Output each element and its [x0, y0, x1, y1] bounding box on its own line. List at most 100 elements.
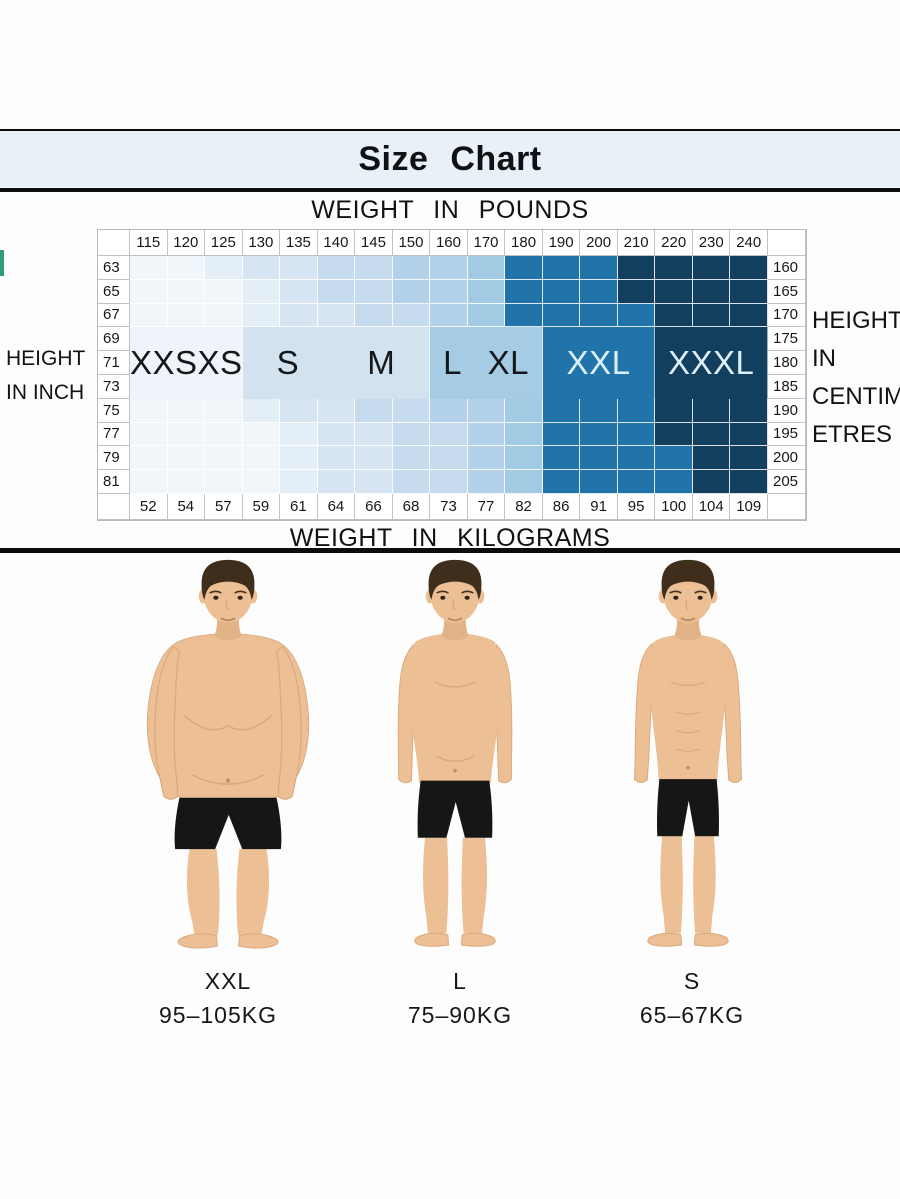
- grid-cell: [317, 422, 356, 447]
- inch-tick: 63: [98, 256, 130, 280]
- grid-cell: [392, 398, 431, 423]
- grid-cell: [467, 303, 506, 328]
- grid-cell: [542, 279, 581, 304]
- height-in-inch-label: HEIGHT IN INCH: [6, 342, 98, 410]
- inch-tick: 65: [98, 279, 130, 304]
- grid-corner-cell: [98, 230, 130, 256]
- kg-tick: 82: [505, 493, 543, 520]
- inch-tick: 81: [98, 470, 130, 494]
- height-in-inch-line1: HEIGHT: [6, 347, 86, 370]
- grid-cell: [505, 470, 543, 494]
- size-chart-grid: 115 120 125 130 135 140 145 150 160 170 180 190 200 2…: [97, 229, 807, 521]
- grid-cell: [392, 422, 431, 447]
- grid-cell: [242, 470, 281, 494]
- kg-tick: 57: [205, 493, 243, 520]
- cm-tick: 190: [767, 398, 806, 423]
- grid-cell: [317, 446, 356, 471]
- kg-tick: 66: [355, 493, 393, 520]
- grid-corner-cell: [98, 493, 130, 520]
- kg-tick: 91: [580, 493, 618, 520]
- grid-cell: [730, 398, 768, 423]
- kg-tick: 73: [430, 493, 468, 520]
- kilograms-axis-label: WEIGHT IN KILOGRAMS: [289, 524, 611, 552]
- grid-cell: [505, 303, 543, 328]
- pound-tick: 135: [280, 230, 318, 256]
- grid-cell: [692, 279, 731, 304]
- kg-tick: 64: [317, 493, 356, 520]
- grid-cell: [355, 446, 393, 471]
- grid-cell: [167, 279, 206, 304]
- figure-l-weight-label: 75–90KG: [407, 1002, 513, 1028]
- inch-tick: 71: [98, 351, 130, 375]
- grid-cell: [167, 446, 206, 471]
- figure-l-illustration: [369, 552, 541, 952]
- figure-s-size-label: S: [683, 968, 701, 994]
- pounds-axis-label: WEIGHT IN POUNDS: [311, 196, 589, 224]
- figure-s-svg: [633, 559, 743, 947]
- kg-tick: 59: [242, 493, 281, 520]
- grid-cell: [430, 398, 468, 423]
- pound-tick: 115: [130, 230, 168, 256]
- grid-cell: [280, 470, 318, 494]
- page-title: Size Chart: [358, 139, 542, 178]
- figure-l-size-label: L: [453, 968, 467, 994]
- grid-cell: [655, 470, 693, 494]
- grid-cell: [205, 422, 243, 447]
- kg-tick: 52: [130, 493, 168, 520]
- grid-cell: [167, 303, 206, 328]
- grid-cell: [542, 256, 581, 280]
- grid-cell: [430, 422, 468, 447]
- grid-cell: [392, 470, 431, 494]
- kg-tick: 109: [730, 493, 768, 520]
- top-rule: [0, 129, 900, 131]
- grid-cell: [355, 422, 393, 447]
- grid-cell: [280, 422, 318, 447]
- pound-tick: 130: [242, 230, 281, 256]
- pound-tick: 200: [580, 230, 618, 256]
- inch-tick: 69: [98, 327, 130, 352]
- figure-head: [425, 559, 485, 641]
- grid-cell: [467, 398, 506, 423]
- pound-tick: 140: [317, 230, 356, 256]
- grid-cell: [692, 446, 731, 471]
- kg-tick: 95: [617, 493, 656, 520]
- grid-cell: [655, 422, 693, 447]
- grid-cell: [692, 422, 731, 447]
- size-label-s: S: [276, 344, 300, 382]
- grid-cell: [617, 422, 656, 447]
- grid-cell: [242, 422, 281, 447]
- grid-cell: [430, 256, 468, 280]
- size-label-xs: XS: [197, 344, 243, 382]
- pound-tick: 170: [467, 230, 506, 256]
- grid-cell: [505, 256, 543, 280]
- grid-cell: [280, 398, 318, 423]
- height-in-inch-line2: IN INCH: [6, 381, 85, 404]
- figure-xxl-svg: [146, 559, 310, 949]
- grid-cell: [167, 256, 206, 280]
- grid-cell: [167, 398, 206, 423]
- grid-cell: [730, 256, 768, 280]
- grid-cell: [617, 470, 656, 494]
- inch-tick: 73: [98, 374, 130, 399]
- grid-cell: [205, 398, 243, 423]
- size-label-xl: XL: [487, 344, 529, 382]
- kg-tick: 77: [467, 493, 506, 520]
- title-underline-rule: [0, 188, 900, 192]
- grid-cell: [392, 303, 431, 328]
- inch-tick: 67: [98, 303, 130, 328]
- grid-cell: [505, 398, 543, 423]
- grid-cell: [317, 303, 356, 328]
- grid-cell: [130, 279, 168, 304]
- grid-cell: [355, 303, 393, 328]
- grid-cell: [580, 422, 618, 447]
- grid-cell: [280, 303, 318, 328]
- cm-tick: 185: [767, 374, 806, 399]
- grid-cell: [505, 279, 543, 304]
- grid-cell: [392, 256, 431, 280]
- grid-cell: [655, 398, 693, 423]
- grid-cell: [730, 303, 768, 328]
- grid-cell: [467, 279, 506, 304]
- grid-cell: [355, 279, 393, 304]
- kg-tick: 104: [692, 493, 731, 520]
- figure-head: [198, 559, 258, 641]
